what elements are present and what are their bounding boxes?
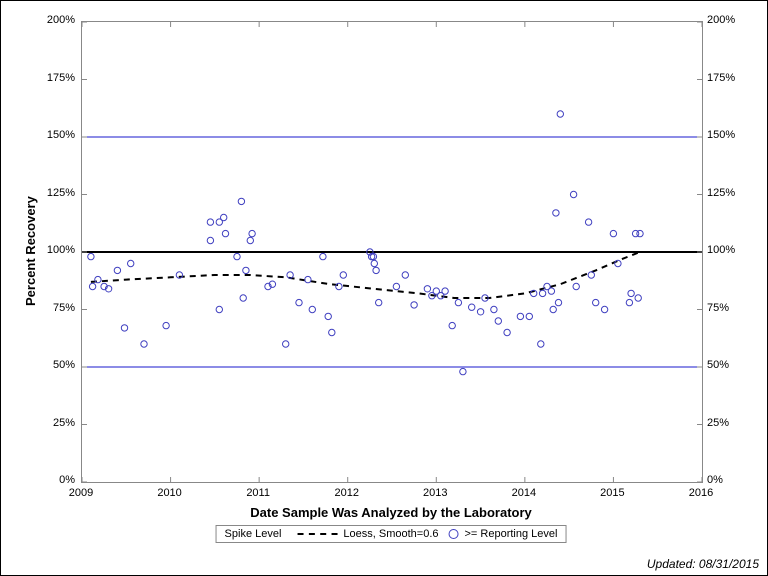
tick-label: 2014 — [512, 487, 536, 499]
chart-svg — [82, 22, 702, 482]
tick-label: 2013 — [423, 487, 447, 499]
tick-label: 75% — [35, 302, 75, 314]
tick-label: 150% — [707, 129, 735, 141]
tick-label: 150% — [35, 129, 75, 141]
tick-label: 125% — [35, 187, 75, 199]
tick-label: 2012 — [334, 487, 358, 499]
x-axis-title: Date Sample Was Analyzed by the Laborato… — [250, 505, 532, 520]
circle-marker-icon — [449, 529, 459, 539]
chart-container: Percent Recovery Date Sample Was Analyze… — [0, 0, 768, 576]
legend-title: Spike Level — [225, 528, 282, 540]
tick-label: 2011 — [246, 487, 270, 499]
tick-label: 0% — [707, 474, 723, 486]
tick-label: 100% — [707, 244, 735, 256]
footnote-updated: Updated: 08/31/2015 — [647, 557, 759, 571]
plot-area — [81, 21, 703, 483]
tick-label: 2010 — [157, 487, 181, 499]
tick-label: 200% — [35, 14, 75, 26]
tick-label: 75% — [707, 302, 729, 314]
tick-label: 0% — [35, 474, 75, 486]
legend-item-reporting: >= Reporting Level — [449, 528, 558, 540]
tick-label: 50% — [35, 359, 75, 371]
legend-label-reporting: >= Reporting Level — [465, 528, 558, 540]
tick-label: 25% — [35, 417, 75, 429]
tick-label: 2016 — [689, 487, 713, 499]
tick-label: 200% — [707, 14, 735, 26]
tick-label: 2009 — [69, 487, 93, 499]
tick-label: 2015 — [600, 487, 624, 499]
tick-label: 100% — [35, 244, 75, 256]
tick-label: 25% — [707, 417, 729, 429]
tick-label: 175% — [707, 72, 735, 84]
legend-item-loess: Loess, Smooth=0.6 — [297, 528, 438, 540]
legend-label-loess: Loess, Smooth=0.6 — [343, 528, 438, 540]
dash-line-icon — [297, 533, 337, 535]
tick-label: 125% — [707, 187, 735, 199]
legend: Spike Level Loess, Smooth=0.6 >= Reporti… — [216, 525, 567, 543]
tick-label: 175% — [35, 72, 75, 84]
tick-label: 50% — [707, 359, 729, 371]
